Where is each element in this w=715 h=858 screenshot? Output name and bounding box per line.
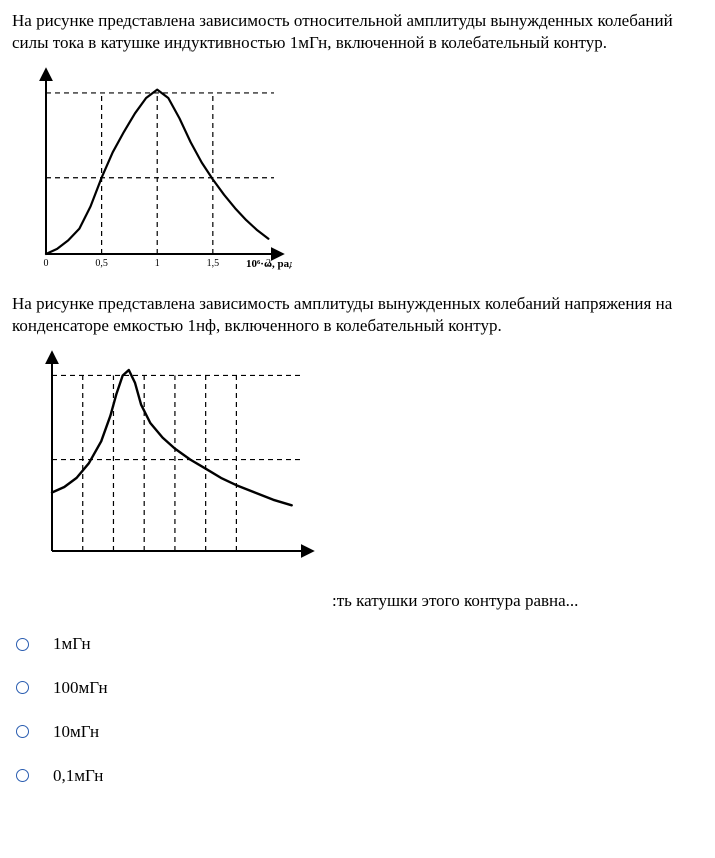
answer-option[interactable]: 100мГн bbox=[12, 677, 703, 699]
answer-label: 100мГн bbox=[53, 677, 108, 699]
question-tail: :ть катушки этого контура равна... bbox=[12, 590, 703, 612]
answer-label: 1мГн bbox=[53, 633, 91, 655]
svg-text:1: 1 bbox=[155, 258, 160, 269]
radio-icon[interactable] bbox=[16, 681, 29, 694]
resonance-chart-2 bbox=[12, 343, 703, 584]
svg-text:10⁶·ω, рад/с: 10⁶·ω, рад/с bbox=[246, 258, 292, 270]
answer-label: 10мГн bbox=[53, 721, 99, 743]
answer-option[interactable]: 1мГн bbox=[12, 633, 703, 655]
problem-text-2: На рисунке представлена зависимость ампл… bbox=[12, 293, 703, 337]
radio-icon[interactable] bbox=[16, 638, 29, 651]
resonance-chart-1: 00,511,5210⁶·ω, рад/с bbox=[12, 60, 703, 286]
answer-option[interactable]: 0,1мГн bbox=[12, 765, 703, 787]
problem-text-1: На рисунке представлена зависимость отно… bbox=[12, 10, 703, 54]
svg-text:0,5: 0,5 bbox=[95, 258, 108, 269]
radio-icon[interactable] bbox=[16, 769, 29, 782]
answer-options: 1мГн 100мГн 10мГн 0,1мГн bbox=[12, 633, 703, 786]
answer-label: 0,1мГн bbox=[53, 765, 103, 787]
radio-icon[interactable] bbox=[16, 725, 29, 738]
svg-text:0: 0 bbox=[44, 258, 49, 269]
svg-text:1,5: 1,5 bbox=[207, 258, 220, 269]
answer-option[interactable]: 10мГн bbox=[12, 721, 703, 743]
